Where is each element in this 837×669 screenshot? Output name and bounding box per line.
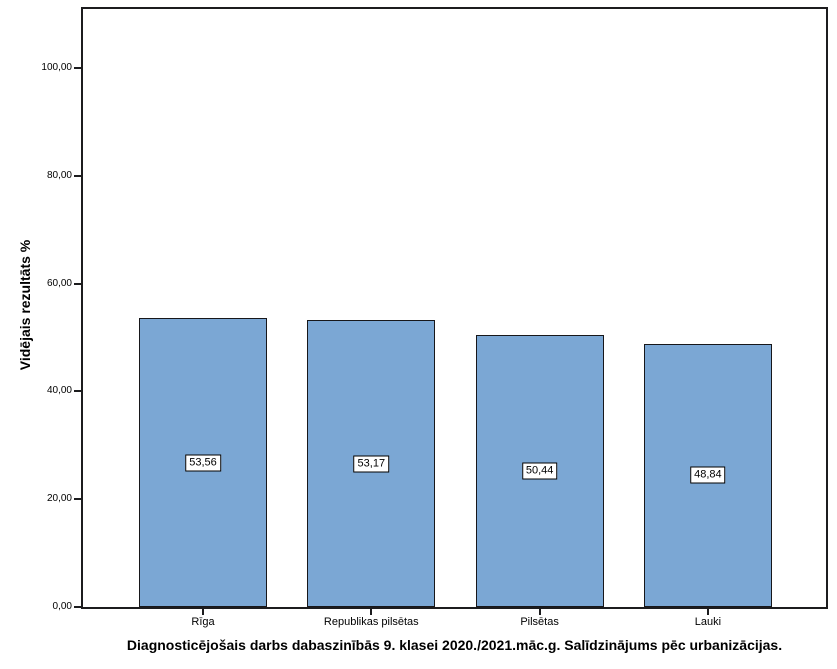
y-tick: [74, 282, 81, 285]
y-tick: [74, 67, 81, 69]
bar-value-label: 48,84: [690, 466, 726, 484]
y-tick-label: 20,00: [46, 493, 72, 505]
bar-value-label: 50,44: [521, 462, 558, 480]
y-tick: [74, 390, 81, 393]
y-axis-title: Vidējais rezultāts %: [17, 239, 33, 371]
x-tick-label: Pilsētas: [520, 616, 559, 628]
y-tick-label: 80,00: [46, 169, 72, 181]
x-tick-label: Lauki: [694, 616, 722, 628]
y-tick: [74, 498, 81, 501]
x-tick-label: Republikas pilsētas: [323, 616, 419, 628]
x-tick-label: Rīga: [191, 616, 215, 628]
y-tick: [74, 174, 81, 177]
bar-value-label: 53,56: [185, 454, 221, 472]
x-tick: [538, 609, 541, 615]
y-tick-label: 100,00: [41, 62, 72, 73]
chart-title: Diagnosticējošais darbs dabaszinībās 9. …: [126, 637, 783, 653]
y-tick-label: 60,00: [46, 277, 72, 289]
bar-value-label: 53,17: [353, 455, 390, 473]
y-tick: [74, 606, 81, 608]
x-tick: [202, 609, 204, 615]
x-tick: [370, 609, 373, 615]
plot-area: 53,56 53,17 50,44 48,84: [81, 7, 828, 609]
y-tick-label: 40,00: [46, 385, 72, 397]
y-tick-label: 0,00: [52, 601, 72, 612]
x-tick: [706, 609, 709, 615]
